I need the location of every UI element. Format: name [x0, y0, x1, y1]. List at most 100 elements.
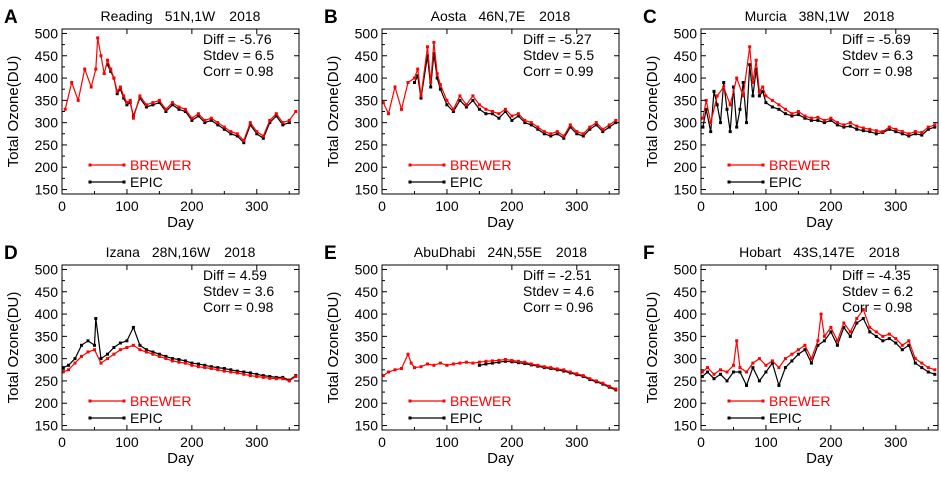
data-point-brewer: [83, 67, 87, 71]
data-point-epic: [738, 370, 742, 374]
data-point-epic: [435, 76, 439, 80]
data-point-brewer: [445, 363, 449, 367]
data-point-brewer: [822, 334, 826, 338]
data-point-epic: [235, 369, 239, 373]
data-point-brewer: [118, 85, 122, 89]
data-point-brewer: [416, 67, 420, 71]
data-point-brewer: [209, 367, 213, 370]
data-point-brewer: [777, 366, 781, 370]
legend-marker-brewer: [761, 399, 765, 403]
stat-line: Stdev = 3.6: [203, 283, 274, 299]
data-point-epic: [777, 107, 781, 111]
data-point-brewer: [562, 134, 566, 138]
data-point-epic: [445, 103, 449, 107]
data-point-brewer: [216, 368, 220, 372]
data-point-brewer: [926, 366, 930, 370]
data-point-brewer: [438, 83, 442, 87]
data-point-brewer: [725, 370, 729, 374]
data-point-epic: [835, 123, 839, 127]
data-point-brewer: [196, 365, 200, 369]
station-coords: 38N,1W: [799, 8, 850, 24]
y-tick-label: 450: [674, 48, 698, 64]
data-point-epic: [131, 325, 135, 329]
data-point-brewer: [393, 368, 397, 372]
data-point-brewer: [503, 107, 507, 111]
data-point-epic: [413, 81, 416, 84]
data-point-brewer: [274, 112, 278, 116]
data-point-epic: [913, 132, 917, 136]
x-tick-label: 200: [819, 198, 843, 214]
data-point-brewer: [594, 121, 598, 125]
panel-d: D Izana 28N,16W 2018 150 200 250 300 350 400 450 50…: [4, 243, 300, 467]
data-point-brewer: [829, 325, 833, 329]
data-point-brewer: [816, 339, 820, 343]
y-tick-label: 350: [35, 328, 59, 344]
data-point-epic: [235, 134, 239, 138]
station-coords: 24N,55E: [487, 244, 541, 260]
stat-line: Diff = 4.59: [203, 267, 267, 283]
data-point-epic: [484, 112, 488, 116]
data-point-epic: [490, 361, 494, 365]
data-point-brewer: [106, 357, 109, 361]
data-point-brewer: [151, 352, 155, 356]
data-point-brewer: [484, 359, 488, 363]
panel-title: AbuDhabi 24N,55E 2018: [414, 244, 587, 260]
y-tick-label: 400: [35, 70, 59, 86]
data-point-epic: [464, 105, 468, 109]
data-point-epic: [542, 132, 546, 136]
data-point-epic: [287, 121, 291, 125]
data-point-brewer: [387, 370, 390, 374]
data-point-brewer: [790, 352, 794, 356]
data-point-brewer: [894, 337, 898, 341]
data-point-brewer: [700, 370, 704, 374]
panel-letter: D: [4, 243, 18, 264]
data-point-epic: [183, 110, 187, 113]
data-point-brewer: [757, 357, 761, 361]
legend-marker-epic: [88, 180, 92, 184]
data-point-brewer: [503, 358, 507, 361]
data-point-brewer: [122, 94, 126, 98]
data-point-brewer: [99, 54, 103, 58]
data-point-brewer: [229, 370, 233, 374]
station-name: Izana: [106, 244, 140, 260]
data-point-epic: [920, 366, 924, 370]
data-point-epic: [209, 118, 213, 122]
x-tick-label: 100: [754, 434, 778, 450]
data-point-epic: [125, 339, 129, 343]
stat-line: Corr = 0.98: [203, 299, 274, 315]
panel-title: Murcia 38N,1W 2018: [745, 8, 895, 24]
panel-e: E AbuDhabi 24N,55E 2018 150 200 250 300 350 400 45…: [324, 243, 620, 467]
data-point-epic: [712, 89, 716, 93]
data-point-brewer: [183, 107, 187, 111]
y-axis-label: Total Ozone(DU): [325, 56, 342, 168]
data-point-brewer: [549, 366, 553, 370]
data-point-epic: [764, 101, 768, 105]
data-point-brewer: [435, 72, 439, 76]
data-point-epic: [894, 130, 898, 134]
data-point-brewer: [751, 361, 755, 365]
data-point-brewer: [144, 350, 148, 354]
data-point-epic: [803, 116, 807, 120]
legend-label-brewer: BREWER: [450, 157, 511, 173]
panel-a: A Reading 51N,1W 2018 150 200 250 300 350 400 450 5…: [4, 7, 300, 231]
legend-marker-epic: [122, 180, 126, 184]
data-point-epic: [701, 125, 705, 129]
stat-line: Diff = -2.51: [523, 267, 592, 283]
data-point-epic: [222, 367, 226, 370]
data-point-brewer: [588, 377, 592, 381]
data-point-brewer: [183, 361, 187, 365]
y-tick-label: 250: [35, 373, 59, 389]
data-point-epic: [725, 379, 729, 383]
data-point-brewer: [741, 94, 745, 98]
data-point-epic: [735, 125, 739, 129]
data-point-epic: [255, 132, 259, 136]
data-point-brewer: [920, 361, 924, 365]
x-axis-label: Day: [167, 214, 194, 231]
data-point-brewer: [268, 376, 272, 380]
data-point-brewer: [748, 45, 752, 49]
data-point-brewer: [151, 101, 155, 105]
data-point-brewer: [419, 94, 423, 98]
data-point-epic: [274, 114, 278, 118]
legend-marker-brewer: [88, 399, 92, 403]
data-point-epic: [106, 352, 109, 356]
